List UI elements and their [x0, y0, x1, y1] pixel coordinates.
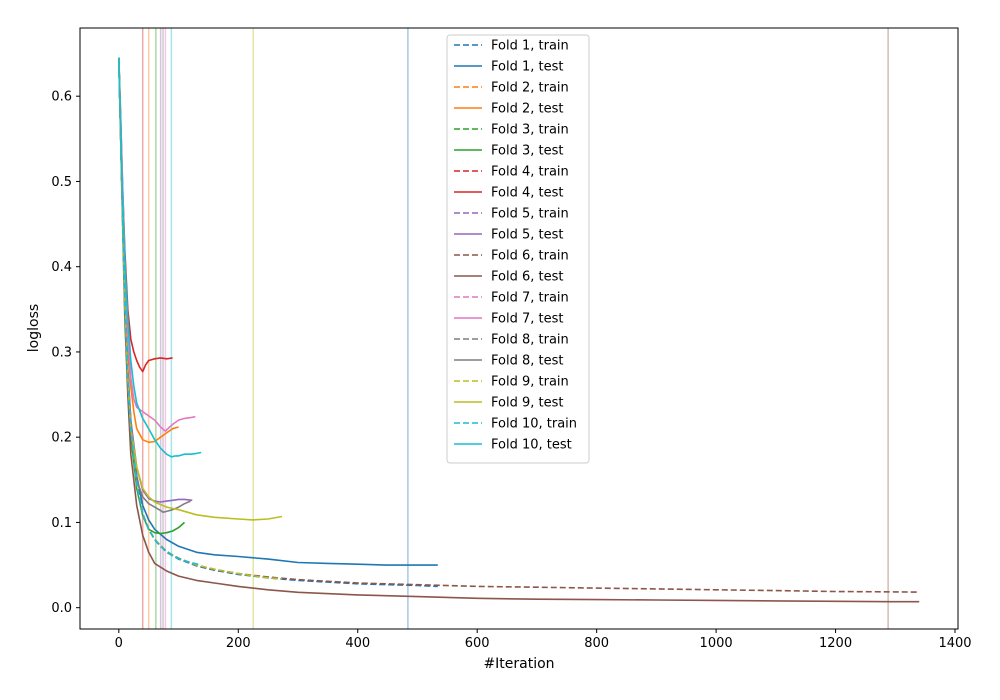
legend-entry: Fold 10, test [491, 438, 572, 453]
legend-entry: Fold 4, test [491, 186, 563, 201]
x-tick-label: 1400 [938, 636, 971, 651]
legend-entry: Fold 4, train [491, 165, 569, 180]
legend-entry: Fold 6, train [491, 249, 569, 264]
legend-entry: Fold 5, train [491, 207, 569, 222]
legend-entry: Fold 9, test [491, 396, 563, 411]
y-tick-label: 0.1 [51, 516, 72, 531]
series-line-14 [118, 57, 196, 433]
x-tick-label: 0 [115, 636, 123, 651]
y-axis: 0.0 0.1 0.2 0.3 0.4 0.5 0.6 [51, 90, 80, 616]
legend-entry: Fold 2, test [491, 102, 563, 117]
legend-entry: Fold 10, train [491, 417, 577, 432]
x-tick-label: 800 [584, 636, 609, 651]
series-line-19 [118, 57, 202, 566]
legend-entry: Fold 2, train [491, 81, 569, 96]
legend: Fold 1, train Fold 1, test Fold 2, train Fo… [446, 34, 590, 464]
x-tick-label: 1200 [819, 636, 852, 651]
y-tick-label: 0.0 [51, 601, 72, 616]
y-tick-label: 0.5 [51, 175, 72, 190]
best-iteration-lines [141, 28, 889, 629]
series-line-20 [118, 57, 202, 458]
plot-frame [79, 27, 959, 630]
legend-entry: Fold 9, train [491, 375, 569, 390]
x-tick-label: 400 [345, 636, 370, 651]
x-tick-label: 600 [465, 636, 490, 651]
legend-entry: Fold 5, test [491, 228, 563, 243]
y-tick-label: 0.4 [51, 260, 72, 275]
legend-entry: Fold 8, test [491, 354, 563, 369]
x-tick-label: 1000 [700, 636, 733, 651]
legend-box [446, 34, 590, 464]
legend-entry: Fold 7, train [491, 291, 569, 306]
legend-entry: Fold 1, train [491, 39, 569, 54]
x-tick-label: 200 [226, 636, 251, 651]
legend-entry: Fold 8, train [491, 333, 569, 348]
legend-entry: Fold 6, test [491, 270, 563, 285]
series-line-18 [118, 57, 283, 521]
y-tick-label: 0.3 [51, 345, 72, 360]
x-axis: 0 200 400 600 800 1000 1200 1400 [115, 629, 972, 651]
legend-entry: Fold 7, test [491, 312, 563, 327]
series-line-12 [118, 57, 920, 603]
series-lines [118, 57, 920, 603]
legend-entry: Fold 3, test [491, 144, 563, 159]
y-tick-label: 0.2 [51, 431, 72, 446]
legend-entry: Fold 3, train [491, 123, 569, 138]
y-axis-title: logloss [26, 304, 42, 352]
x-axis-title: #Iteration [483, 656, 554, 672]
legend-entry: Fold 1, test [491, 60, 563, 75]
y-tick-label: 0.6 [51, 90, 72, 105]
